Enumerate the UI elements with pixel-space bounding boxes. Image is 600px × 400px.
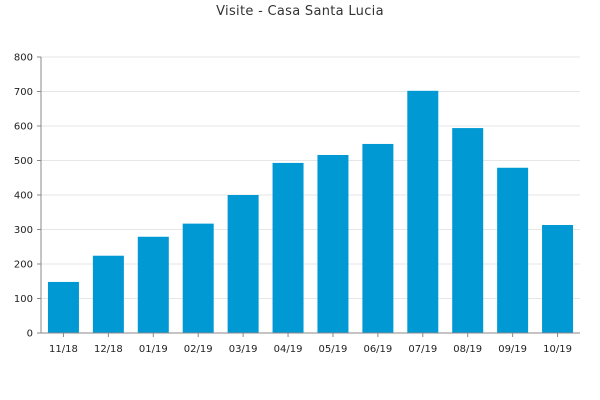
y-tick-label: 500 <box>14 156 33 167</box>
bar <box>362 143 394 333</box>
y-tick-label: 0 <box>27 329 33 340</box>
y-tick-label: 800 <box>14 53 33 64</box>
bar <box>272 162 304 333</box>
bar <box>137 236 169 333</box>
bar <box>227 195 259 333</box>
x-tick-label: 02/19 <box>184 344 213 355</box>
bar <box>452 128 484 333</box>
bar <box>92 255 124 333</box>
y-tick-label: 400 <box>14 191 33 202</box>
y-tick-label: 600 <box>14 122 33 133</box>
x-tick-label: 05/19 <box>319 344 348 355</box>
axes <box>37 56 580 337</box>
x-tick-label: 06/19 <box>363 344 392 355</box>
bar <box>407 90 439 333</box>
x-tick-label: 03/19 <box>229 344 258 355</box>
gridlines <box>41 56 580 299</box>
y-tick-label: 200 <box>14 260 33 271</box>
x-tick-label: 09/19 <box>498 344 527 355</box>
x-tick-label: 01/19 <box>139 344 168 355</box>
x-tick-label: 12/18 <box>94 344 123 355</box>
y-tick-label: 700 <box>14 87 33 98</box>
bar <box>182 223 214 333</box>
y-tick-label: 300 <box>14 225 33 236</box>
bars <box>47 90 574 333</box>
bar <box>542 225 574 333</box>
bar <box>497 167 529 333</box>
x-tick-label: 11/18 <box>49 344 78 355</box>
x-tick-label: 04/19 <box>274 344 303 355</box>
bar <box>47 281 79 333</box>
tick-labels: 0 100 200 300 400 500 600 700 800 11/18 12/18 01/19… <box>14 53 572 356</box>
bar <box>317 154 349 333</box>
x-tick-label: 08/19 <box>453 344 482 355</box>
x-tick-label: 07/19 <box>408 344 437 355</box>
y-tick-label: 100 <box>14 294 33 305</box>
chart-title: Visite - Casa Santa Lucia <box>216 4 384 19</box>
x-tick-label: 10/19 <box>543 344 572 355</box>
